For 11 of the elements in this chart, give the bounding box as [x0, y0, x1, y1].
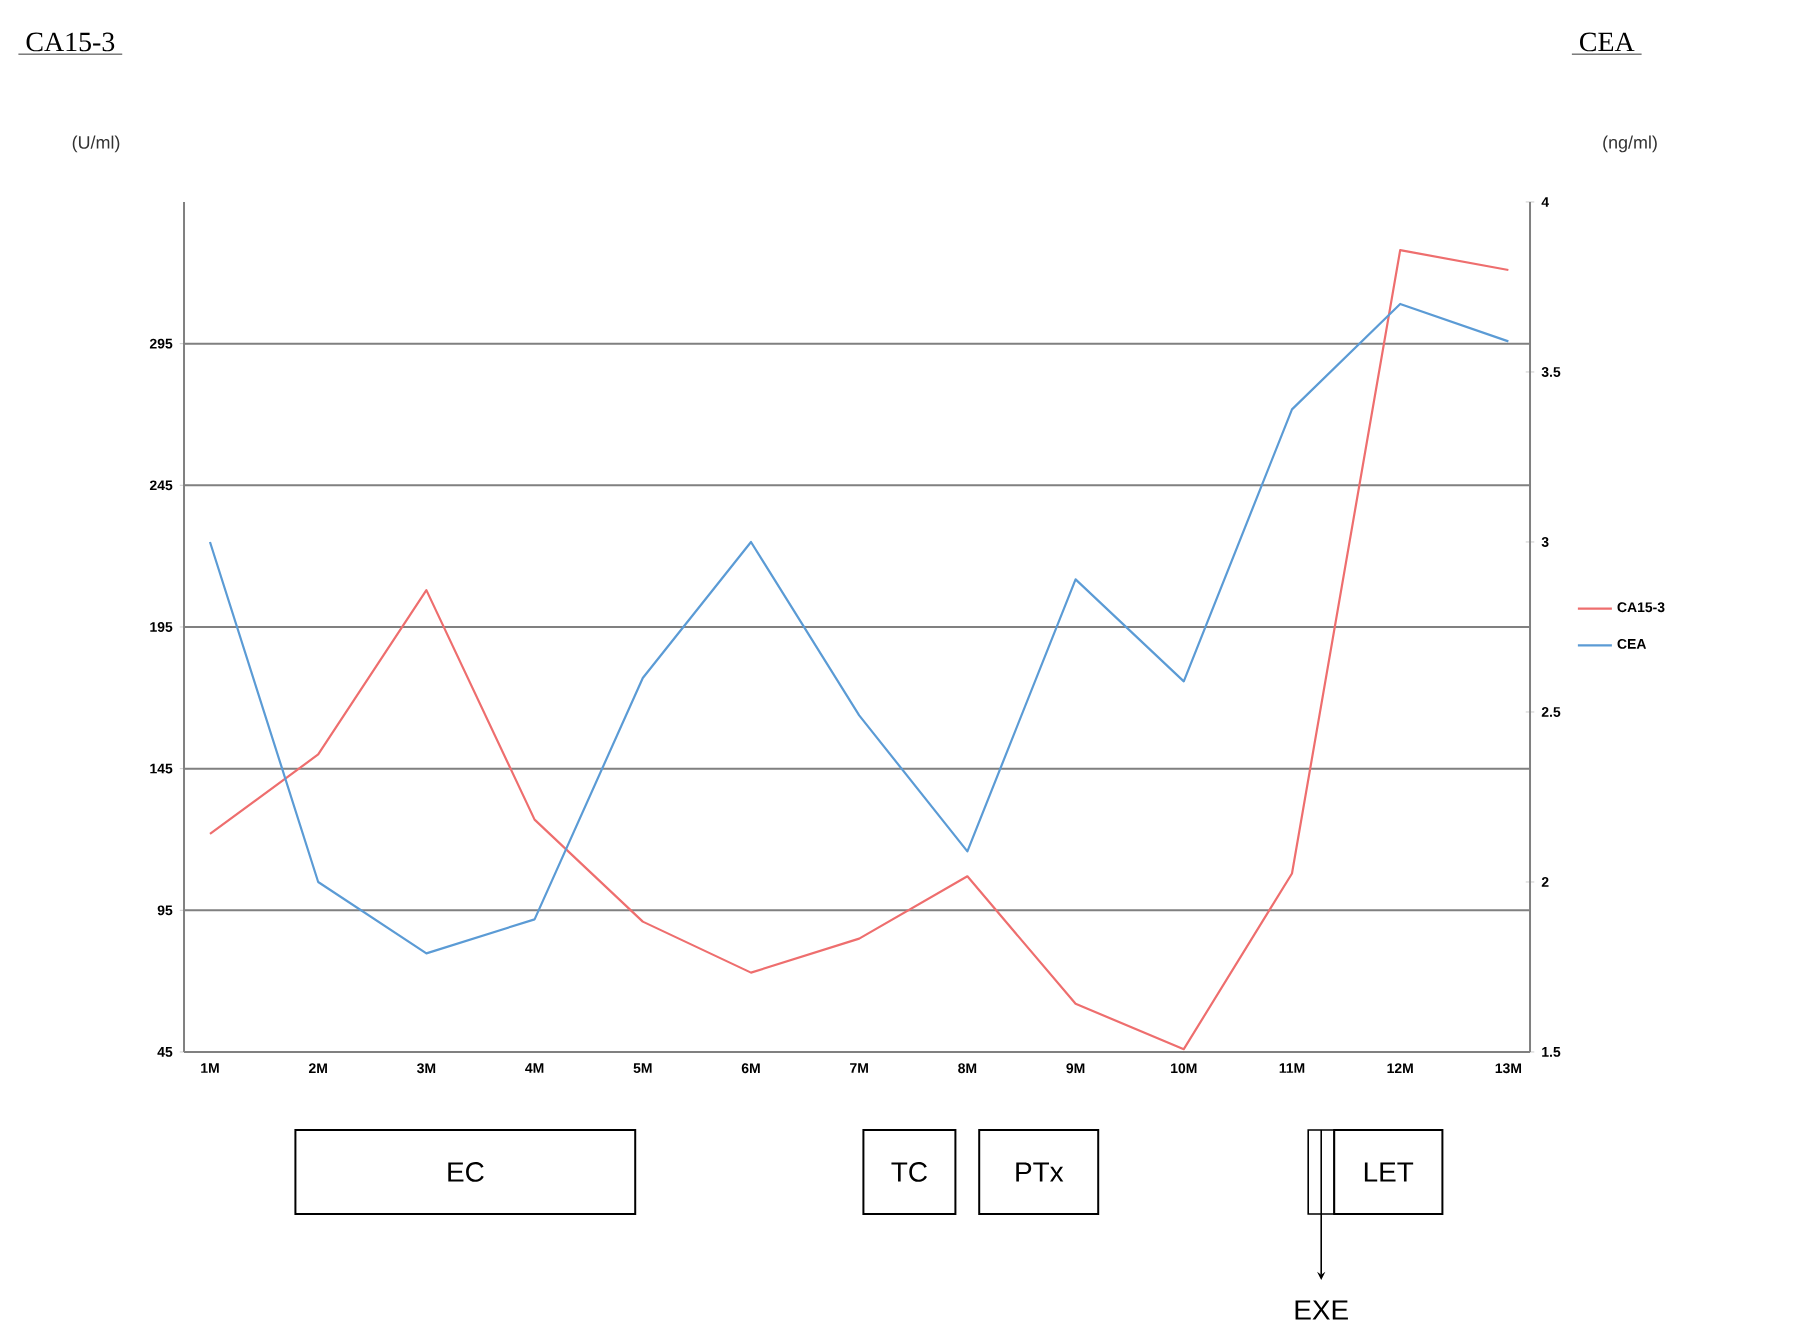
text: PTx [1016, 1162, 1064, 1182]
text: TC [891, 1162, 927, 1182]
text: EXE [1295, 1300, 1348, 1320]
y-axis-title: (U/ml) [72, 135, 120, 153]
text: CEA [1580, 32, 1635, 52]
line-series [208, 249, 1510, 1051]
y2-axis-title: (ng/ml) [1603, 135, 1657, 153]
text: EC [448, 1162, 484, 1182]
text: CA15-3 [26, 32, 115, 52]
line-series [208, 302, 1510, 955]
text: LET [1364, 1162, 1414, 1182]
